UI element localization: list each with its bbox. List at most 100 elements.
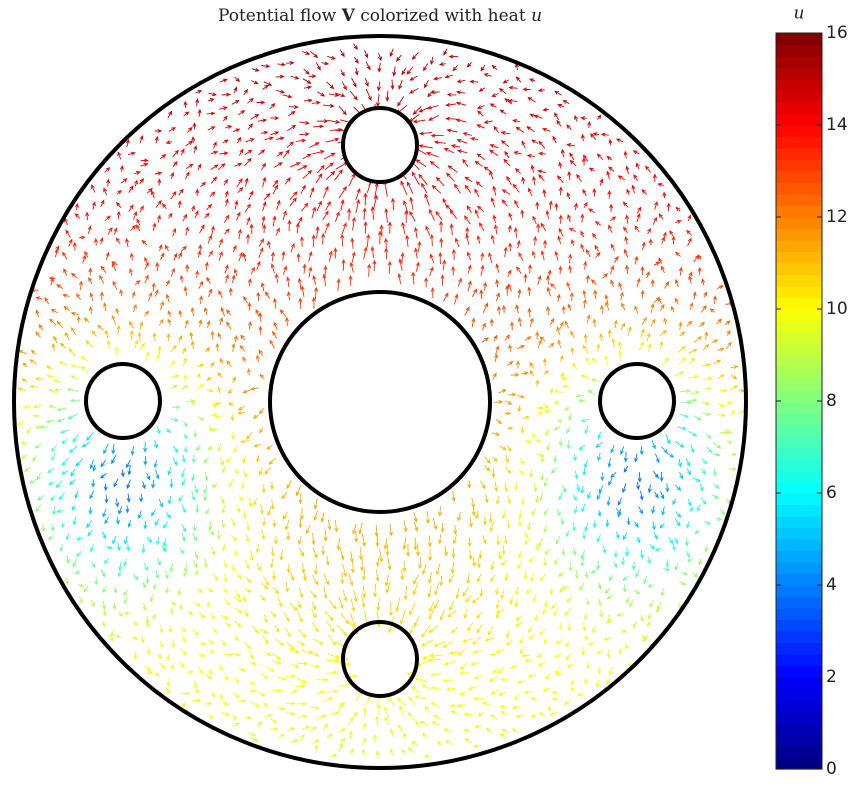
flow-arrow — [179, 546, 185, 555]
flow-arrow — [326, 734, 334, 739]
flow-arrow — [704, 520, 712, 525]
flow-arrow — [678, 266, 683, 276]
flow-arrow — [560, 148, 565, 158]
flow-arrow — [270, 263, 275, 274]
flow-arrow — [595, 251, 601, 258]
flow-arrow — [249, 651, 254, 660]
flow-arrow — [574, 505, 578, 515]
flow-arrow — [580, 558, 585, 568]
flow-arrow — [203, 485, 208, 495]
flow-arrow — [666, 202, 671, 212]
colorbar-swatch — [776, 642, 822, 655]
flow-arrow — [101, 600, 106, 610]
flow-arrow — [234, 589, 241, 599]
flow-arrow — [141, 239, 148, 246]
flow-arrow — [263, 713, 273, 718]
flow-arrow — [377, 62, 382, 73]
flow-arrow — [106, 178, 111, 187]
flow-arrow — [342, 563, 347, 578]
flow-arrow — [453, 524, 458, 535]
flow-arrow — [185, 171, 190, 180]
flow-arrow — [532, 215, 537, 225]
flow-arrow — [312, 574, 319, 586]
flow-arrow — [647, 612, 652, 621]
flow-arrow — [320, 512, 325, 523]
flow-arrow — [249, 550, 254, 562]
flow-arrow — [30, 349, 37, 355]
flow-arrow — [243, 470, 248, 478]
flow-arrow — [152, 332, 157, 341]
flow-arrow — [544, 410, 551, 414]
flow-arrow — [542, 357, 547, 366]
flow-arrow — [547, 704, 552, 712]
flow-arrow — [290, 75, 300, 80]
flow-arrow — [81, 441, 90, 448]
flow-arrow — [501, 304, 506, 313]
flow-arrow — [358, 522, 363, 535]
flow-arrow — [554, 112, 560, 121]
flow-arrow — [584, 425, 589, 435]
flow-arrow — [442, 641, 454, 648]
flow-arrow — [337, 728, 347, 734]
flow-arrow — [262, 201, 267, 212]
flow-arrow — [610, 243, 615, 252]
flow-arrow — [584, 459, 589, 469]
flow-arrow — [438, 533, 442, 545]
flow-arrow — [365, 88, 372, 102]
flow-arrow — [679, 581, 687, 586]
flow-arrow — [240, 439, 249, 444]
flow-arrow — [659, 329, 668, 337]
flow-arrow — [225, 273, 229, 284]
flow-arrow — [634, 453, 639, 463]
flow-arrow — [115, 498, 120, 508]
flow-arrow — [408, 695, 417, 706]
flow-arrow — [160, 252, 165, 261]
colorbar-swatch — [776, 424, 822, 437]
flow-arrow — [529, 113, 536, 118]
flow-arrow — [704, 331, 709, 340]
flow-arrow — [499, 445, 507, 451]
flow-arrow — [646, 620, 653, 627]
flow-arrow — [32, 403, 43, 409]
flow-arrow — [120, 469, 125, 478]
flow-arrow — [688, 275, 693, 284]
flow-arrow — [76, 293, 81, 301]
flow-arrow — [502, 79, 510, 84]
flow-arrow — [288, 110, 296, 117]
flow-arrow — [311, 206, 317, 219]
flow-arrow — [323, 723, 328, 732]
flow-arrow — [424, 277, 429, 288]
flow-arrow — [493, 334, 498, 342]
flow-arrow — [146, 472, 151, 481]
flow-arrow — [44, 296, 50, 305]
flow-arrow — [92, 464, 97, 472]
flow-arrow — [50, 277, 54, 286]
flow-arrow — [544, 600, 549, 608]
flow-arrow — [438, 251, 443, 265]
flow-arrow — [17, 420, 25, 426]
flow-arrow — [700, 496, 707, 506]
flow-arrow — [375, 715, 380, 726]
flow-arrow — [568, 412, 573, 421]
flow-arrow — [110, 629, 115, 638]
flow-arrow — [315, 690, 325, 695]
flow-arrow — [680, 389, 692, 394]
flow-arrow — [443, 728, 453, 733]
flow-arrow — [82, 254, 87, 264]
flow-arrow — [290, 689, 299, 694]
flow-arrow — [353, 43, 358, 50]
flow-arrow — [165, 512, 172, 519]
flow-arrow — [88, 506, 93, 515]
flow-arrow — [664, 281, 670, 289]
flow-arrow — [606, 496, 611, 507]
flow-arrow — [34, 424, 42, 429]
flow-arrow — [646, 332, 651, 342]
colorbar-swatch — [776, 631, 822, 644]
flow-arrow — [519, 457, 525, 466]
flow-arrow — [505, 640, 513, 646]
flow-arrow — [128, 204, 134, 212]
flow-arrow — [189, 331, 194, 340]
flow-arrow — [262, 517, 267, 527]
flow-arrow — [472, 556, 477, 568]
flow-arrow — [272, 179, 279, 187]
